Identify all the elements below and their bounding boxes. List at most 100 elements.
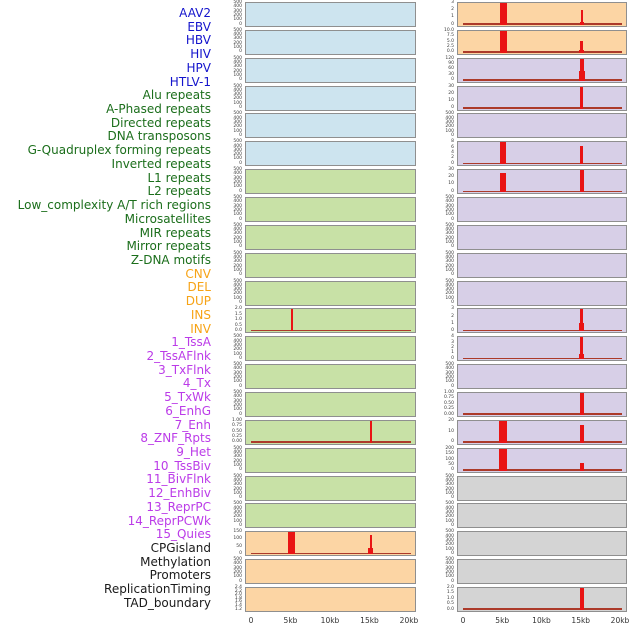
y-tick-label: 400: [233, 199, 242, 205]
y-tick-label: 200: [233, 347, 242, 353]
y-tick-label: 30: [448, 167, 454, 173]
peak-mark: [290, 309, 293, 332]
y-tick-label: 400: [233, 143, 242, 149]
y-tick-label: 500: [445, 250, 454, 256]
y-tick-label: 100: [445, 546, 454, 552]
y-tick-label: 0: [451, 327, 454, 333]
y-tick-label: 0: [239, 132, 242, 138]
y-tick-label: 200: [445, 235, 454, 241]
y-tick-label: 100: [233, 379, 242, 385]
y-tick-label: 300: [445, 259, 454, 265]
peak-mark: [499, 3, 507, 25]
y-tick-label: 100: [445, 267, 454, 273]
y-tick-label: 10: [448, 428, 454, 434]
y-axis-ticks: 1.00 0.75 0.50 0.25 0.00: [213, 418, 243, 445]
y-tick-label: 0: [451, 244, 454, 250]
y-tick-label: 100: [233, 45, 242, 51]
y-tick-label: 500: [233, 334, 242, 340]
y-tick-label: 0: [451, 77, 454, 83]
y-tick-label: 2: [451, 313, 454, 319]
y-tick-label: 0.00: [231, 439, 242, 445]
track-panel: [457, 252, 627, 278]
y-tick-label: 400: [233, 115, 242, 121]
y-tick-label: 500: [233, 27, 242, 33]
track-panel: [457, 531, 627, 557]
y-tick-label: 0: [451, 300, 454, 306]
peak-mark: [579, 462, 584, 471]
y-tick-label: 150: [445, 451, 454, 457]
x-tick-label: 10kb: [320, 616, 340, 625]
y-tick-label: 100: [445, 379, 454, 385]
y-tick-label: 200: [233, 124, 242, 130]
y-tick-label: 300: [233, 342, 242, 348]
y-tick-label: 500: [233, 278, 242, 284]
track-panel: [245, 308, 416, 334]
y-tick-label: 7.5: [446, 33, 454, 39]
x-tick-label: 15kb: [571, 616, 591, 625]
signal-baseline: [463, 106, 622, 109]
track-panel: [457, 419, 627, 445]
y-tick-label: 100: [233, 462, 242, 468]
y-tick-label: 400: [445, 282, 454, 288]
y-axis-ticks: 2.0 1.5 1.0 0.5 0.0: [213, 307, 243, 333]
y-tick-label: 0: [451, 355, 454, 361]
y-tick-label: 300: [233, 454, 242, 460]
y-tick-label: 0: [239, 188, 242, 194]
track-panel: [457, 392, 627, 418]
y-tick-label: 500: [233, 195, 242, 201]
track-label: 10_TssBiv: [153, 458, 211, 473]
y-tick-label: 0: [239, 411, 242, 417]
y-tick-label: 300: [233, 203, 242, 209]
y-tick-label: 400: [233, 32, 242, 38]
y-tick-label: 400: [233, 255, 242, 261]
track-panel: [245, 364, 416, 390]
y-tick-label: 300: [233, 510, 242, 516]
y-tick-label: 400: [233, 477, 242, 483]
track-panel: [245, 392, 416, 418]
y-tick-label: 400: [233, 87, 242, 93]
signal-baseline: [463, 357, 622, 360]
y-tick-label: 300: [233, 8, 242, 14]
y-tick-label: 0: [451, 439, 454, 445]
y-tick-label: 200: [233, 570, 242, 576]
y-tick-label: 300: [233, 92, 242, 98]
y-tick-label: 500: [445, 362, 454, 368]
track-panel: [245, 336, 416, 362]
track-panel: [457, 475, 627, 501]
track-panel: [457, 57, 627, 83]
track-panel: [245, 169, 416, 195]
y-axis-ticks: 500 400 300 200 100 0: [213, 251, 243, 277]
track-label: INV: [190, 321, 211, 336]
track-panel: [457, 447, 627, 473]
y-tick-label: 300: [445, 510, 454, 516]
y-axis-ticks: 2.4 2.2 2.0 1.8 1.6 1.4 1.2: [213, 585, 243, 611]
y-tick-label: 400: [233, 171, 242, 177]
y-tick-label: 200: [233, 375, 242, 381]
y-axis-ticks: 500 400 300 200 100 0: [425, 195, 455, 221]
track-panel: [245, 85, 416, 111]
track-panel: [457, 224, 627, 250]
track-panel: [245, 419, 416, 445]
track-label: 3_TxFlnk: [158, 362, 211, 377]
track-label: Alu repeats: [142, 88, 211, 103]
signal-baseline: [463, 413, 622, 416]
peak-mark: [579, 588, 584, 611]
y-axis-ticks: 500 400 300 200 100 0: [213, 362, 243, 388]
y-tick-label: 300: [445, 287, 454, 293]
track-label: MIR repeats: [139, 225, 211, 240]
peak-mark: [500, 173, 507, 193]
y-tick-label: 300: [233, 565, 242, 571]
y-tick-label: 200: [233, 180, 242, 186]
y-tick-label: 2.0: [234, 592, 242, 598]
y-axis-ticks: 500 400 300 200 100 0: [213, 84, 243, 110]
track-panel: [245, 141, 416, 167]
y-tick-label: 8: [451, 139, 454, 145]
y-axis-ticks: 150 100 50 0: [213, 530, 243, 556]
x-tick-label: 20kb: [399, 616, 419, 625]
y-tick-label: 500: [233, 473, 242, 479]
track-panel: [245, 224, 416, 250]
signal-baseline: [463, 79, 622, 81]
y-tick-label: 500: [445, 111, 454, 117]
y-tick-label: 200: [233, 68, 242, 74]
